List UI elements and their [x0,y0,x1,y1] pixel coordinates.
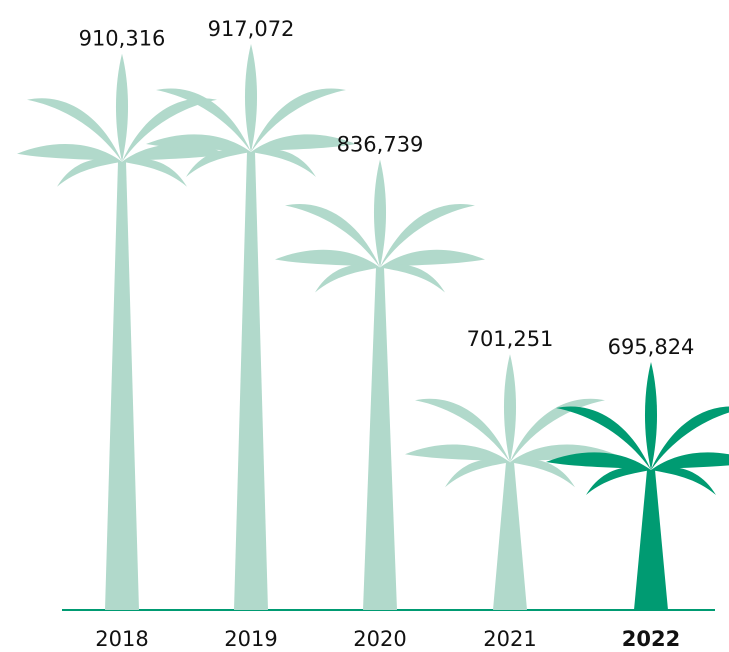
value-label: 836,739 [337,132,424,156]
trunk [363,267,397,610]
leaf [156,88,251,152]
leaf [644,362,658,470]
leaf [27,98,122,162]
palm-tree [546,362,729,610]
leaf [275,249,380,268]
leaf [373,159,387,268]
leaf [651,406,729,470]
leaf [251,149,316,177]
leaf [510,459,575,488]
palm-tree [275,159,485,610]
leaf [57,158,122,187]
leaf [510,444,615,463]
leaf [380,264,445,293]
leaf [122,158,187,187]
leaf [244,44,258,152]
leaf [445,459,510,488]
leaf [251,134,356,152]
trunk [105,161,139,611]
leaf [556,406,651,470]
value-label: 701,251 [467,327,554,351]
leaf [17,144,122,162]
leaf [186,149,251,177]
leaf [651,452,729,470]
value-label: 910,316 [79,27,166,51]
leaf [546,452,651,470]
x-tick-label: 2021 [483,627,536,651]
trunk [234,152,268,610]
leaf [315,264,380,293]
palm-tree [405,354,615,610]
x-tick-label: 2018 [95,627,148,651]
leaf [651,467,716,495]
value-label: 695,824 [608,335,695,359]
value-label: 917,072 [208,17,295,41]
leaf [122,98,217,162]
leaf [415,398,510,463]
leaf [380,203,475,268]
leaf [146,134,251,152]
leaf [510,398,605,463]
leaf [380,249,485,268]
leaf [405,444,510,463]
leaf [503,354,517,463]
leaf [251,88,346,152]
palm-tree [146,44,356,610]
leaf [285,203,380,268]
palm-tree [17,53,227,611]
trunk [493,462,527,610]
x-tick-label: 2020 [353,627,406,651]
leaf [586,467,651,495]
trunk [634,470,668,610]
x-tick-label: 2022 [622,627,680,651]
x-tick-label: 2019 [224,627,277,651]
leaf [115,53,129,162]
